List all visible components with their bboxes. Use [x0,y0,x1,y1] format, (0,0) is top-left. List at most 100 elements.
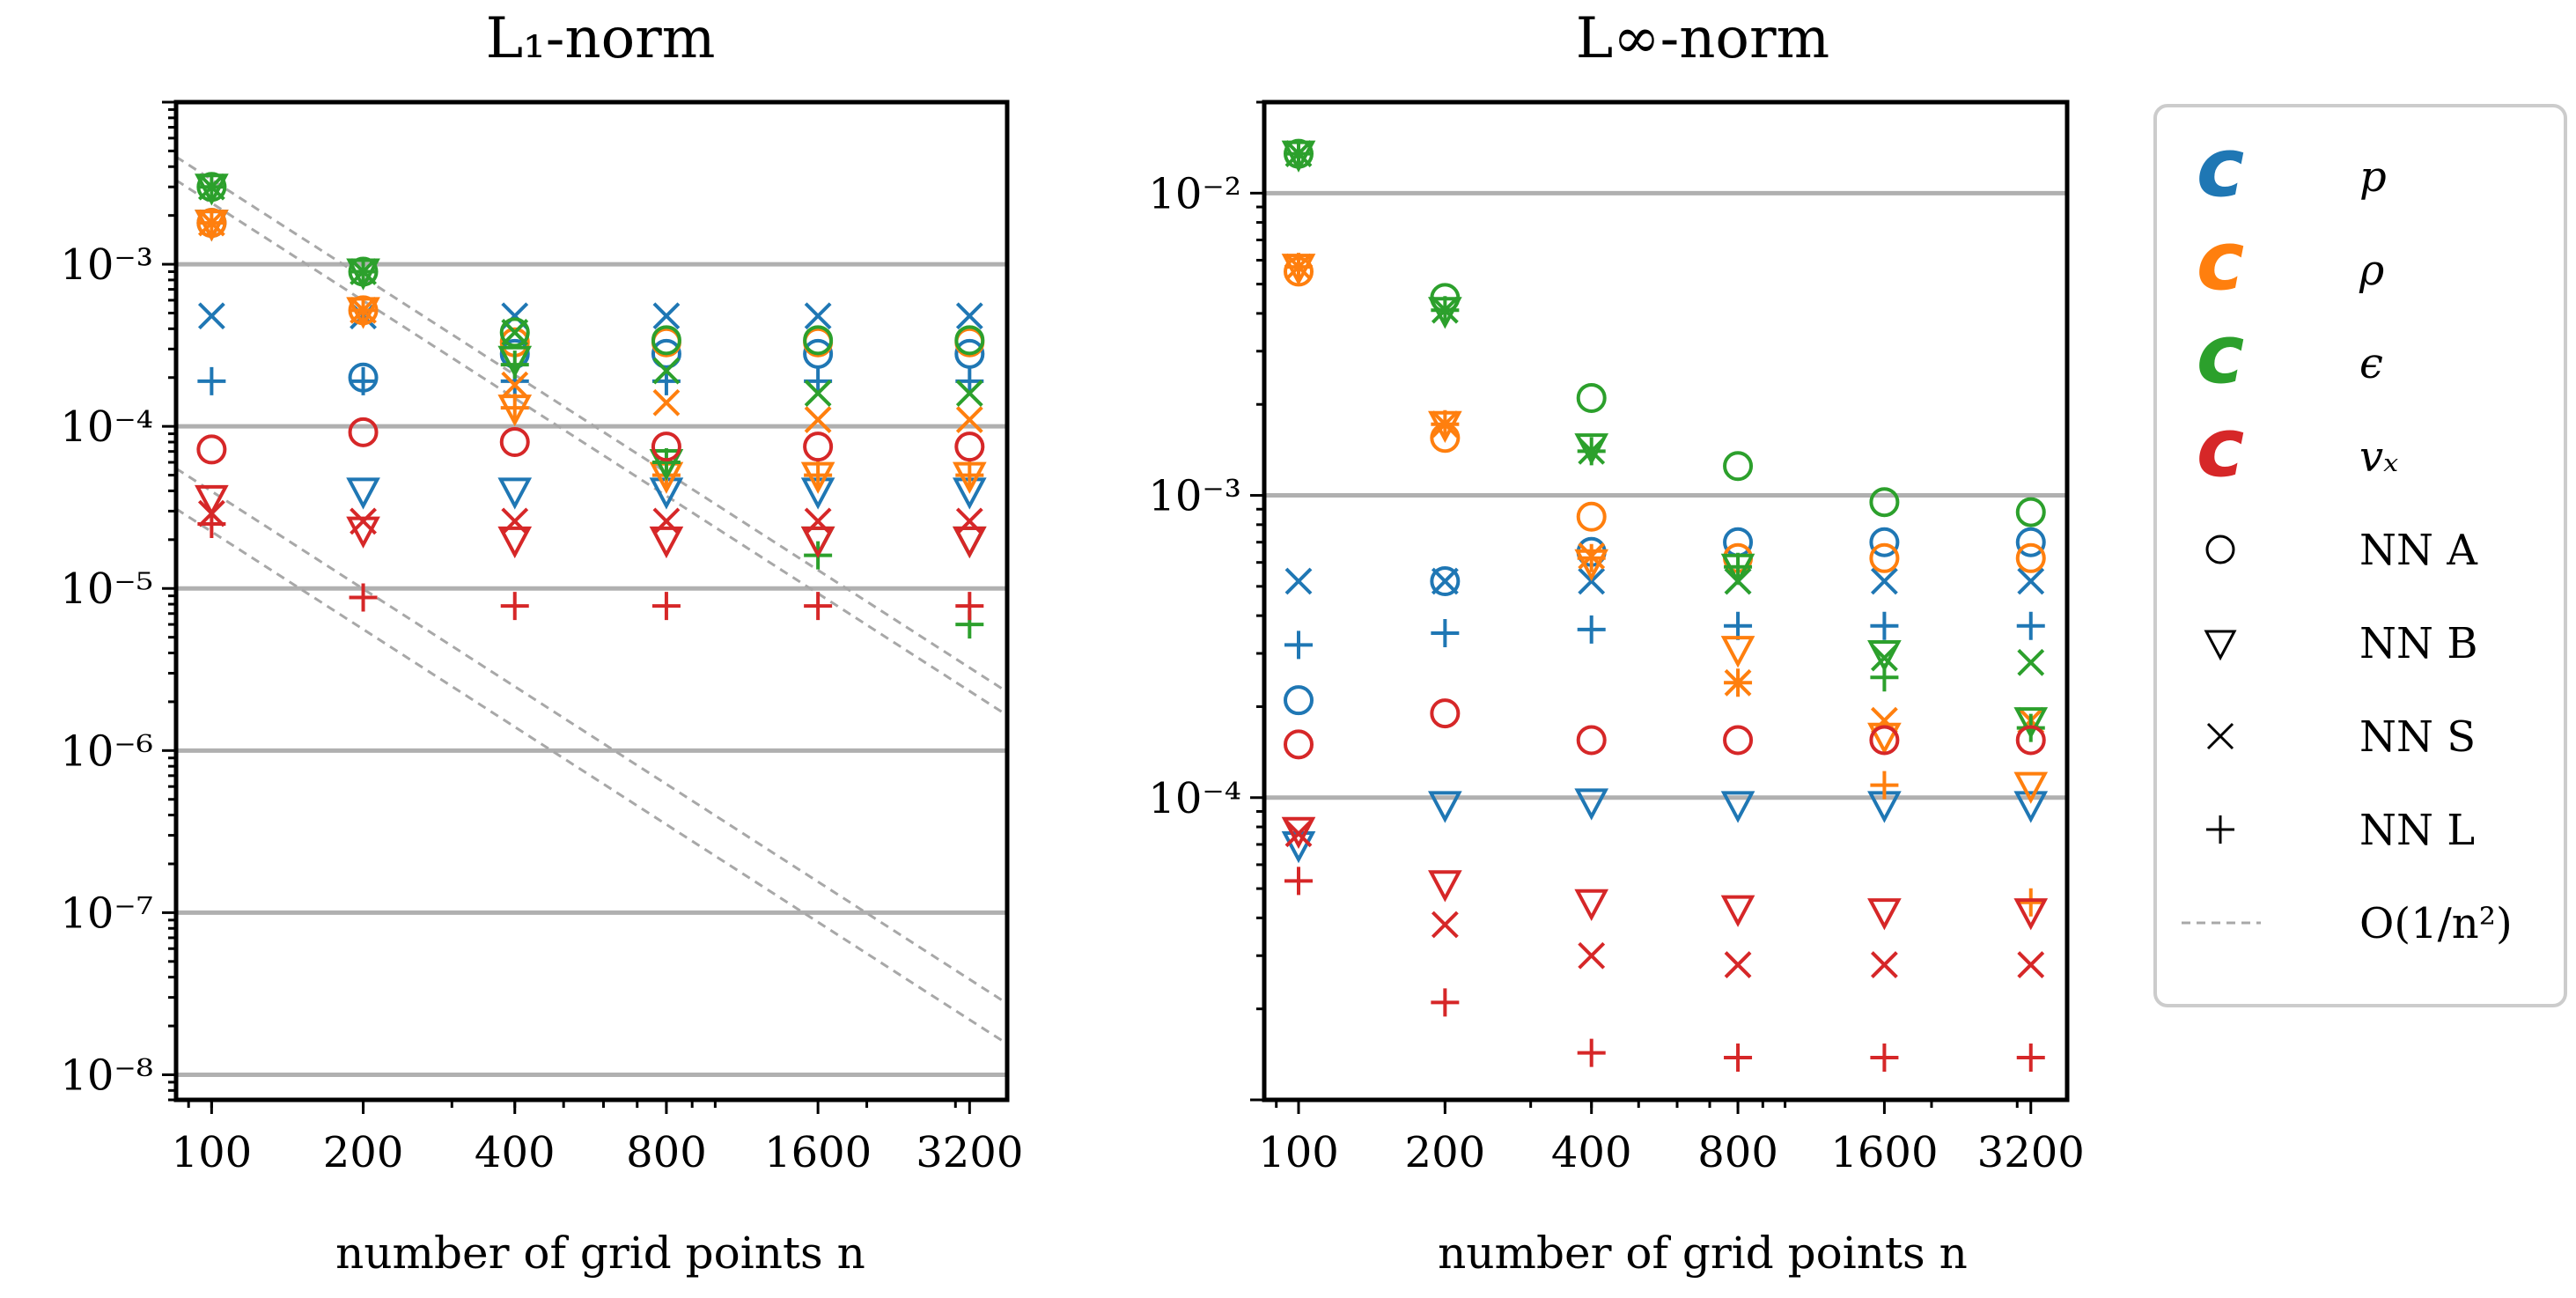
data-point [803,325,834,356]
y-tick-label: 10⁻³ [1148,472,1241,521]
data-point [501,319,529,346]
legend-label: ϵ [2359,339,2383,388]
y-axis-ticks: 10⁻⁴ 10⁻³ 10⁻² [1148,100,1264,1102]
data-point [349,366,378,395]
data-point [1577,1038,1606,1067]
linf-norm-panel: L∞-norm 10⁻⁴ 10⁻³ 10⁻² 100 200 400 800 1600 320… [1148,6,2084,1279]
data-point [1720,636,1755,668]
data-point [1869,487,1900,518]
data-point [1723,451,1754,482]
data-point [1869,527,1900,557]
data-point [1724,951,1752,978]
data-point [804,461,833,490]
plot-frame [173,100,1010,1103]
data-point [1723,725,1754,756]
legend-label: p [2359,152,2387,202]
data-point [1870,567,1898,595]
grid-lines [1264,190,2067,800]
reference-line [176,155,1007,693]
data-point [1867,722,1902,755]
data-point [804,406,832,433]
legend-entry: c vₓ [2197,401,2398,495]
data-point [1577,437,1606,466]
data-point [1724,668,1753,697]
data-point [1431,296,1460,325]
legend-label: NN B [2359,619,2478,668]
data-point [2013,898,2049,931]
data-point [1431,619,1460,648]
legend-entry: NN L [2206,806,2475,855]
data-point [1869,542,1900,573]
data-point [349,296,378,325]
data-point [955,380,983,408]
data-point [499,317,530,348]
data-point [1574,433,1609,466]
data-point [1284,729,1314,760]
legend-marker [2204,630,2237,661]
legend-marker [2206,722,2234,750]
reference-line [176,507,1007,1045]
x-tick-label: 1600 [1830,1128,1938,1177]
legend-entry: NN S [2206,712,2476,762]
x-tick-label: 3200 [916,1128,1023,1177]
legend-label: O(1/n²) [2359,899,2513,948]
data-point [804,380,832,408]
legend-marker [2206,815,2234,844]
data-point [1577,615,1606,644]
data-point [651,338,681,369]
data-point [500,394,529,423]
data-point [954,338,985,369]
data-point [804,592,833,621]
x-tick-label: 400 [1551,1128,1632,1177]
data-point [1431,988,1460,1017]
data-point [804,366,833,395]
data-point [501,371,529,399]
data-point [1284,139,1313,168]
data-point [804,507,832,535]
data-point [2015,497,2046,527]
x-tick-label: 1600 [764,1128,872,1177]
data-point [955,592,984,621]
data-point [1430,698,1461,729]
data-point [1577,543,1606,572]
x-tick-label: 200 [1405,1128,1486,1177]
legend-label: NN S [2359,712,2476,762]
x-axis-label: number of grid points n [335,1228,865,1279]
data-point [349,583,378,612]
data-point [1284,685,1314,716]
data-point [497,345,533,379]
legend-label: NN A [2359,526,2478,575]
x-tick-label: 400 [475,1128,556,1177]
data-point [1870,644,1898,672]
data-point [804,302,832,330]
data-point [1720,895,1755,927]
data-point [955,302,983,330]
data-point [955,366,984,395]
data-point [651,431,681,462]
data-point [954,431,985,462]
data-point [2016,888,2045,917]
data-point [952,526,987,559]
data-point [501,507,529,535]
legend-color-glyph: c [2197,121,2245,215]
reference-lines [176,155,1007,1045]
data-point [1720,791,1755,823]
legend-color-glyph: c [2197,307,2245,402]
data-point [1724,1043,1753,1072]
y-tick-label: 10⁻⁶ [60,726,153,776]
y-tick-label: 10⁻² [1148,169,1241,218]
y-tick-label: 10⁻⁷ [60,889,153,938]
data-point [1284,820,1313,848]
data-markers [195,172,987,639]
data-point [1428,870,1462,903]
data-point [1574,788,1609,821]
x-axis-label: number of grid points n [1438,1228,1968,1279]
data-point [1574,889,1609,922]
data-point [1284,631,1313,660]
data-point [803,338,834,369]
data-point [1281,816,1316,850]
data-point [2013,771,2049,804]
data-point [1869,725,1900,756]
legend-entry: O(1/n²) [2182,899,2513,948]
